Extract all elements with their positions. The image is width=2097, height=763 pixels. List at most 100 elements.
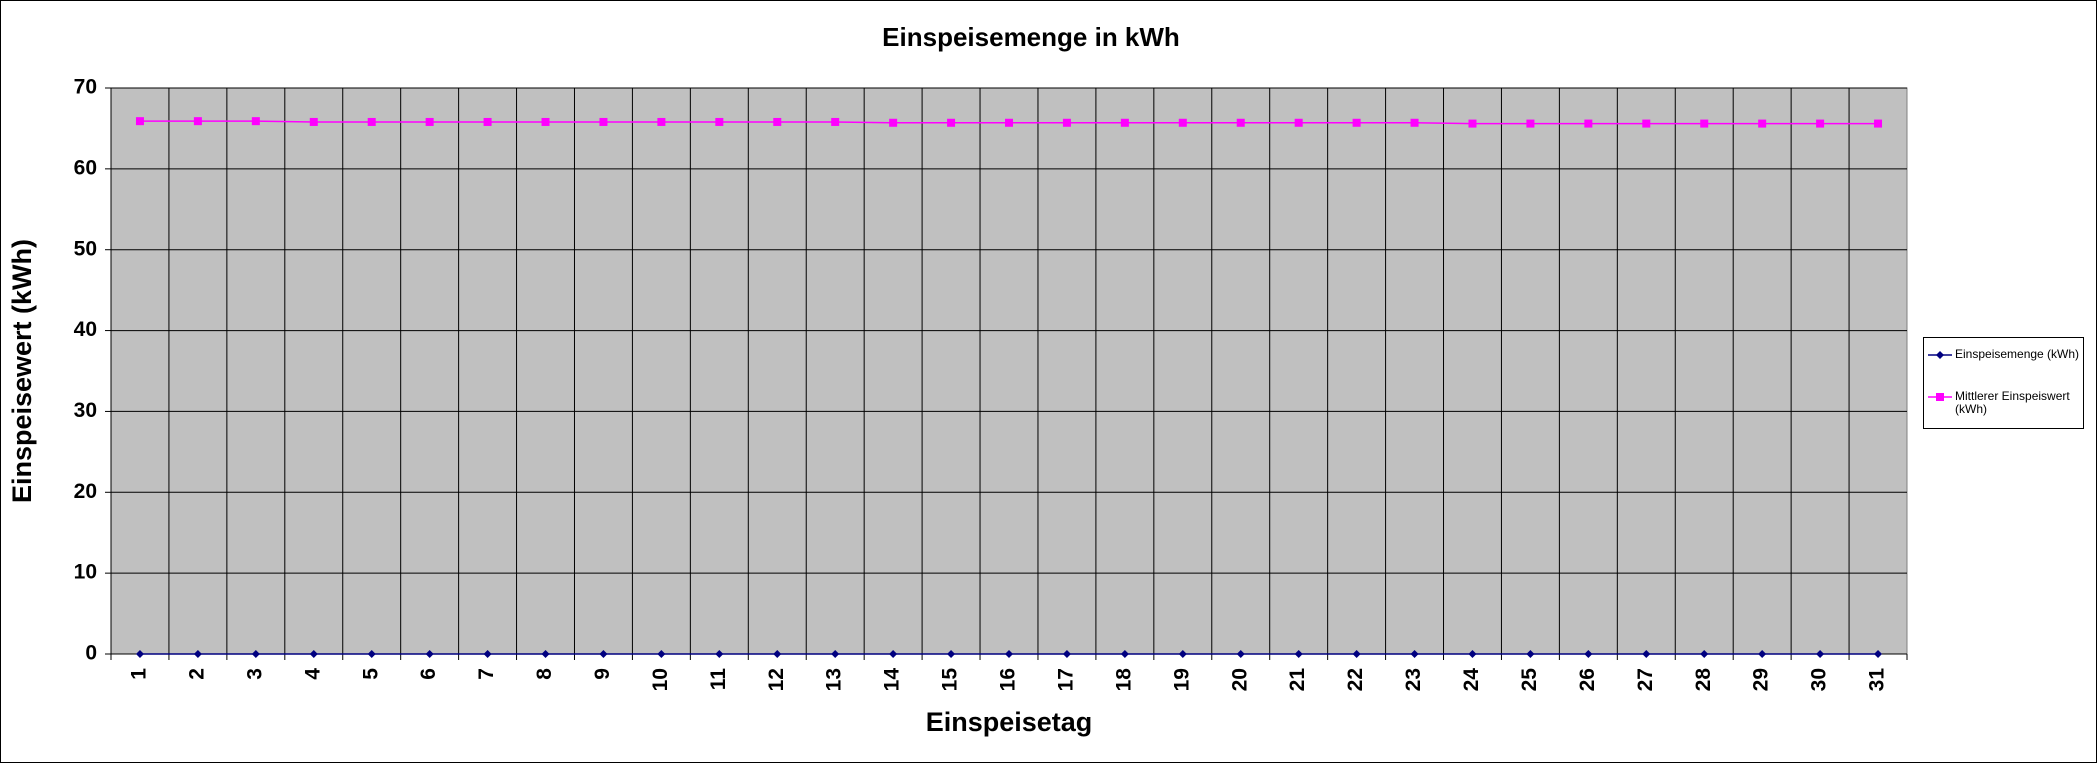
- data-point: [1005, 650, 1013, 658]
- data-point: [367, 650, 376, 658]
- data-point: [425, 650, 434, 658]
- x-tick-label: 12: [765, 668, 788, 691]
- data-point: [1700, 119, 1709, 128]
- data-point: [541, 117, 550, 126]
- data-point: [599, 650, 608, 658]
- data-point: [1410, 118, 1419, 127]
- data-point: [1526, 119, 1535, 128]
- data-point: [715, 650, 724, 658]
- chart-title: Einspeisemenge in kWh: [882, 22, 1180, 52]
- x-tick-label: 20: [1228, 668, 1251, 691]
- data-point: [1468, 650, 1477, 658]
- x-tick-label: 26: [1576, 668, 1599, 691]
- data-point: [773, 117, 782, 126]
- data-point: [1584, 650, 1593, 658]
- data-point: [889, 118, 898, 127]
- y-tick-label: 70: [74, 76, 97, 99]
- data-point: [135, 117, 144, 126]
- data-point: [1758, 650, 1767, 658]
- x-tick-label: 11: [707, 668, 730, 691]
- data-point: [309, 650, 318, 658]
- plot-area: [110, 87, 1908, 655]
- x-tick-label: 2: [185, 668, 208, 680]
- data-point: [193, 117, 202, 126]
- y-axis-label: Einspeisewert (kWh): [7, 239, 37, 503]
- legend: Einspeisemenge (kWh) Mittlerer Einspeiswe…: [1923, 337, 2084, 429]
- y-tick-label: 50: [74, 237, 97, 260]
- legend-item: Mittlerer Einspeiswert (kWh): [1928, 390, 2080, 416]
- data-point: [309, 117, 318, 126]
- x-tick-label: 28: [1692, 668, 1715, 692]
- data-point: [1468, 119, 1477, 128]
- x-tick-label: 16: [997, 668, 1020, 691]
- y-tick-label: 10: [74, 561, 97, 584]
- y-tick-label: 20: [74, 480, 97, 503]
- data-point: [831, 650, 840, 658]
- data-point: [1178, 650, 1187, 658]
- x-tick-label: 21: [1286, 668, 1309, 692]
- x-tick-label: 24: [1460, 668, 1483, 692]
- legend-label: Einspeisemenge (kWh): [1955, 347, 2080, 361]
- data-point: [1178, 118, 1187, 127]
- data-point: [657, 650, 666, 658]
- data-point: [1005, 118, 1013, 127]
- data-point: [135, 650, 144, 658]
- y-tick-label: 30: [74, 399, 97, 422]
- y-tick-label: 40: [74, 318, 97, 341]
- data-point: [1642, 650, 1651, 658]
- data-point: [483, 117, 492, 126]
- x-tick-label: 5: [359, 668, 382, 680]
- data-point: [1584, 119, 1593, 128]
- data-point: [1352, 650, 1361, 658]
- data-point: [1294, 118, 1303, 127]
- data-point: [1816, 119, 1825, 128]
- data-point: [1120, 650, 1129, 658]
- x-tick-label: 3: [243, 668, 266, 680]
- data-point: [947, 650, 956, 658]
- x-tick-label: 13: [823, 668, 846, 691]
- x-tick-label: 19: [1170, 668, 1193, 691]
- x-tick-label: 27: [1634, 668, 1657, 691]
- legend-label: Mittlerer Einspeiswert (kWh): [1955, 389, 2070, 416]
- x-tick-label: 30: [1808, 668, 1831, 691]
- data-point: [1294, 650, 1303, 658]
- legend-symbol: [1928, 351, 1952, 359]
- data-point: [1526, 650, 1535, 658]
- data-point: [1700, 650, 1709, 658]
- legend-symbol: [1928, 393, 1952, 401]
- x-tick-label: 9: [591, 668, 614, 680]
- data-point: [1816, 650, 1825, 658]
- x-tick-label: 29: [1750, 668, 1773, 691]
- data-point: [1874, 650, 1883, 658]
- legend-item: Einspeisemenge (kWh): [1928, 348, 2080, 361]
- x-axis-label: Einspeisetag: [926, 707, 1093, 737]
- y-tick-label: 0: [85, 642, 97, 665]
- data-point: [1236, 650, 1245, 658]
- legend-marker: [1936, 351, 1944, 359]
- data-point: [1758, 119, 1767, 128]
- data-point: [657, 117, 666, 126]
- data-point: [425, 117, 434, 126]
- x-tick-label: 14: [881, 668, 904, 692]
- x-tick-label: 7: [475, 668, 498, 680]
- data-point: [1120, 118, 1129, 127]
- x-tick-label: 1: [128, 668, 151, 680]
- data-point: [1642, 119, 1651, 128]
- data-point: [773, 650, 782, 658]
- x-tick-label: 15: [939, 668, 962, 692]
- x-tick-label: 25: [1518, 668, 1541, 692]
- data-point: [715, 117, 724, 126]
- x-tick-label: 18: [1112, 668, 1135, 692]
- data-point: [1874, 119, 1883, 128]
- data-point: [1352, 118, 1361, 127]
- x-tick-label: 17: [1054, 668, 1077, 691]
- x-tick-label: 22: [1344, 668, 1367, 691]
- x-tick-label: 31: [1866, 668, 1889, 692]
- data-point: [541, 650, 550, 658]
- x-tick-label: 6: [417, 668, 440, 680]
- data-point: [889, 650, 898, 658]
- x-tick-label: 23: [1402, 668, 1425, 691]
- x-tick-label: 10: [649, 668, 672, 691]
